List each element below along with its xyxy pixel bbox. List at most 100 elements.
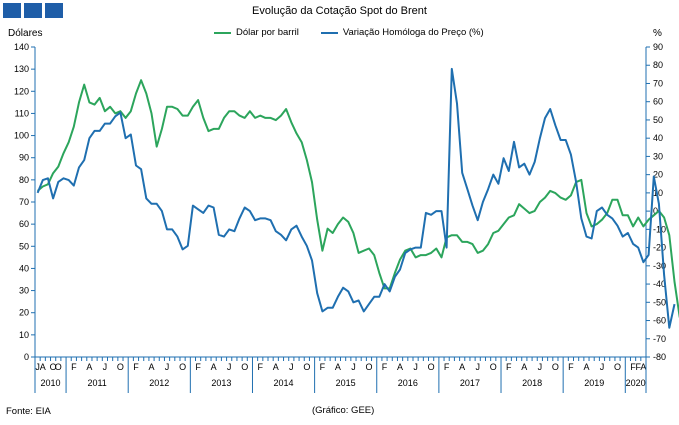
legend-label-yoy: Variação Homóloga do Preço (%)	[342, 27, 484, 38]
x-month-label: O	[552, 362, 559, 372]
series-line-price	[36, 79, 679, 318]
x-year-label: 2016	[398, 378, 418, 388]
legend: Dólar por barril Variação Homóloga do Pr…	[214, 27, 506, 38]
y2-tick-label: 30	[653, 151, 663, 161]
legend-item-yoy: Variação Homóloga do Preço (%)	[320, 27, 484, 38]
logo-block	[24, 3, 42, 18]
x-month-label: F	[320, 362, 326, 372]
x-year-label: 2015	[336, 378, 356, 388]
x-month-label: F	[506, 362, 512, 372]
left-axis-unit: Dólares	[8, 28, 43, 39]
x-month-label: A	[148, 362, 154, 372]
x-month-label: O	[614, 362, 621, 372]
x-month-label: F	[71, 362, 77, 372]
x-month-label: A	[335, 362, 341, 372]
y2-tick-label: -30	[653, 261, 666, 271]
x-year-label: 2017	[460, 378, 480, 388]
y2-tick-label: -70	[653, 334, 666, 344]
x-year-label: 2012	[149, 378, 169, 388]
y2-tick-label: 40	[653, 133, 663, 143]
x-month-label: F	[568, 362, 574, 372]
logo-block	[3, 3, 21, 18]
x-month-label: O	[428, 362, 435, 372]
y-tick-label: 90	[19, 153, 29, 163]
chart-title: Evolução da Cotação Spot do Brent	[252, 5, 427, 17]
x-month-label: A	[521, 362, 527, 372]
legend-swatch-yoy	[320, 31, 338, 34]
x-year-label: 2010	[41, 378, 61, 388]
x-month-label: F	[382, 362, 388, 372]
gee-logo	[3, 3, 63, 18]
x-month-label: A	[459, 362, 465, 372]
x-month-label: O	[490, 362, 497, 372]
y-tick-label: 80	[19, 175, 29, 185]
source-note: Fonte: EIA	[6, 406, 51, 417]
logo-block	[45, 3, 63, 18]
legend-swatch-price	[214, 31, 231, 34]
y2-tick-label: 0	[653, 206, 658, 216]
x-month-label: J	[289, 362, 294, 372]
y2-tick-label: 50	[653, 115, 663, 125]
y-tick-label: 20	[19, 308, 29, 318]
right-axis-unit: %	[653, 28, 662, 39]
x-year-label: 2018	[522, 378, 542, 388]
x-year-label: 2014	[274, 378, 294, 388]
legend-item-price: Dólar por barril	[214, 27, 299, 38]
y-tick-label: 110	[15, 108, 29, 118]
x-month-label: O	[117, 362, 124, 372]
y2-tick-label: 60	[653, 97, 663, 107]
x-month-label: J	[475, 362, 480, 372]
y2-tick-label: 10	[653, 188, 663, 198]
x-month-label: A	[273, 362, 279, 372]
x-month-label: J	[227, 362, 232, 372]
x-month-label: A	[86, 362, 92, 372]
x-month-label: A	[211, 362, 217, 372]
y-tick-label: 30	[19, 286, 29, 296]
y-tick-label: 70	[19, 197, 29, 207]
x-month-label: O	[50, 362, 57, 372]
x-year-label: 2020	[626, 378, 646, 388]
y-tick-label: 50	[19, 241, 29, 251]
x-month-label: F	[195, 362, 201, 372]
x-month-label: F	[630, 362, 636, 372]
x-month-label: J	[351, 362, 356, 372]
y2-tick-label: -20	[653, 243, 666, 253]
legend-label-price: Dólar por barril	[236, 27, 299, 38]
x-month-label: J	[165, 362, 170, 372]
x-month-label: F	[635, 362, 641, 372]
x-year-label: 2019	[584, 378, 604, 388]
y-tick-label: 10	[19, 330, 29, 340]
y2-tick-label: 20	[653, 170, 663, 180]
y-tick-label: 40	[19, 263, 29, 273]
x-month-label: F	[257, 362, 263, 372]
x-month-label: O	[303, 362, 310, 372]
x-month-label: A	[583, 362, 589, 372]
y-tick-label: 100	[14, 131, 29, 141]
y-tick-label: 0	[24, 352, 29, 362]
x-year-label: 2013	[211, 378, 231, 388]
x-month-label: J	[413, 362, 418, 372]
y2-tick-label: 80	[653, 60, 663, 70]
series-line-yoy	[36, 67, 676, 329]
x-month-label: A	[640, 362, 646, 372]
x-month-label: A	[397, 362, 403, 372]
x-month-label: O	[179, 362, 186, 372]
y2-tick-label: 70	[653, 78, 663, 88]
x-month-label: O	[365, 362, 372, 372]
x-year-label: 2011	[87, 378, 106, 388]
x-month-label: F	[444, 362, 450, 372]
x-month-label: O	[55, 362, 62, 372]
y2-tick-label: 90	[653, 42, 663, 52]
y-tick-label: 120	[14, 86, 29, 96]
x-month-label: J	[538, 362, 543, 372]
y-tick-label: 60	[19, 219, 29, 229]
y2-tick-label: -80	[653, 352, 666, 362]
y-tick-label: 130	[14, 64, 29, 74]
x-month-label: J	[103, 362, 108, 372]
x-month-label: F	[133, 362, 139, 372]
y2-tick-label: -60	[653, 316, 666, 326]
credit-note: (Gráfico: GEE)	[312, 405, 375, 416]
y2-tick-label: -50	[653, 297, 666, 307]
